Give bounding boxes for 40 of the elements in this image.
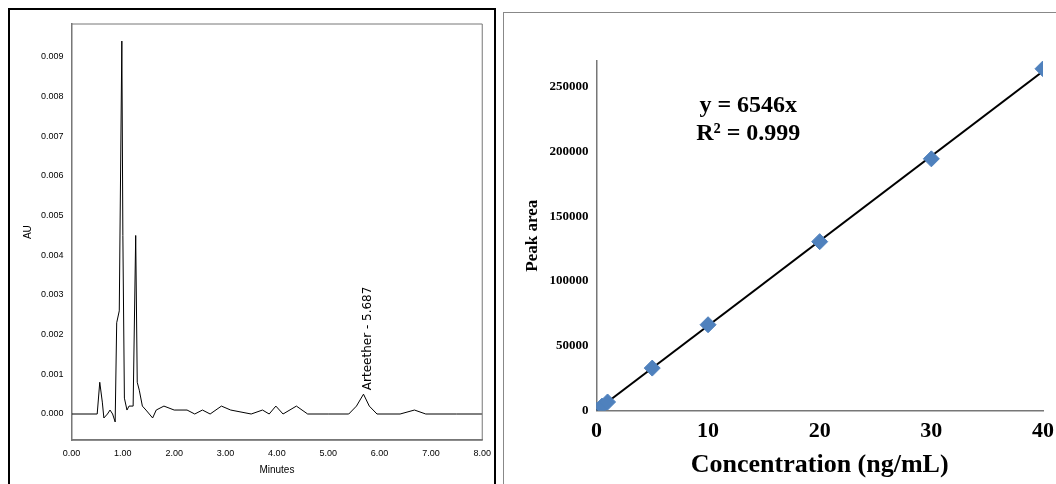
y-tick-label: 0.003 [40, 289, 64, 300]
x-tick-label: 4.00 [268, 448, 286, 459]
x-tick-label: 6.00 [370, 448, 389, 459]
y-tick-label: 0.009 [40, 51, 64, 62]
annotation: R² = 0.999 [696, 119, 801, 146]
x-tick-label: 8.00 [473, 448, 492, 459]
y-tick-label: 0 [581, 401, 589, 417]
y-tick-label: 0.004 [40, 249, 64, 260]
y-tick-label: 0.007 [40, 130, 64, 141]
y-tick-label: 0.000 [40, 408, 64, 419]
x-tick-label: 10 [697, 417, 720, 443]
x-tick-label: 20 [808, 417, 831, 443]
x-tick-label: 40 [1032, 417, 1054, 443]
y-tick-label: 0.001 [40, 368, 64, 379]
y-tick-label: 0.002 [40, 329, 64, 340]
y-axis-title: Peak area [521, 199, 541, 272]
y-tick-label: 0.006 [40, 170, 64, 181]
x-tick-label: 3.00 [216, 448, 235, 459]
point [643, 359, 661, 377]
annotation: y = 6546x [699, 91, 798, 118]
y-tick-label: 0.005 [40, 210, 64, 221]
x-tick-label: 5.00 [319, 448, 337, 459]
x-tick-label: 30 [920, 417, 943, 443]
x-tick-label: 0.00 [62, 448, 81, 459]
y-axis-title: AU [21, 225, 33, 240]
y-tick-label: 0.008 [40, 91, 64, 102]
x-tick-label: 2.00 [165, 448, 183, 459]
point [811, 233, 829, 251]
x-axis-title: Minutes [259, 463, 295, 475]
point [922, 150, 940, 168]
y-tick-label: 50000 [555, 337, 589, 353]
annotation: Arteether - 5.687 [359, 286, 374, 391]
y-tick-label: 100000 [549, 272, 589, 288]
x-tick-label: 1.00 [114, 448, 132, 459]
y-tick-label: 250000 [549, 78, 589, 94]
y-tick-label: 200000 [549, 142, 589, 158]
point [699, 316, 717, 334]
y-tick-label: 150000 [549, 207, 589, 223]
x-axis-title: Concentration (ng/mL) [690, 449, 949, 479]
x-tick-label: 7.00 [422, 448, 440, 459]
